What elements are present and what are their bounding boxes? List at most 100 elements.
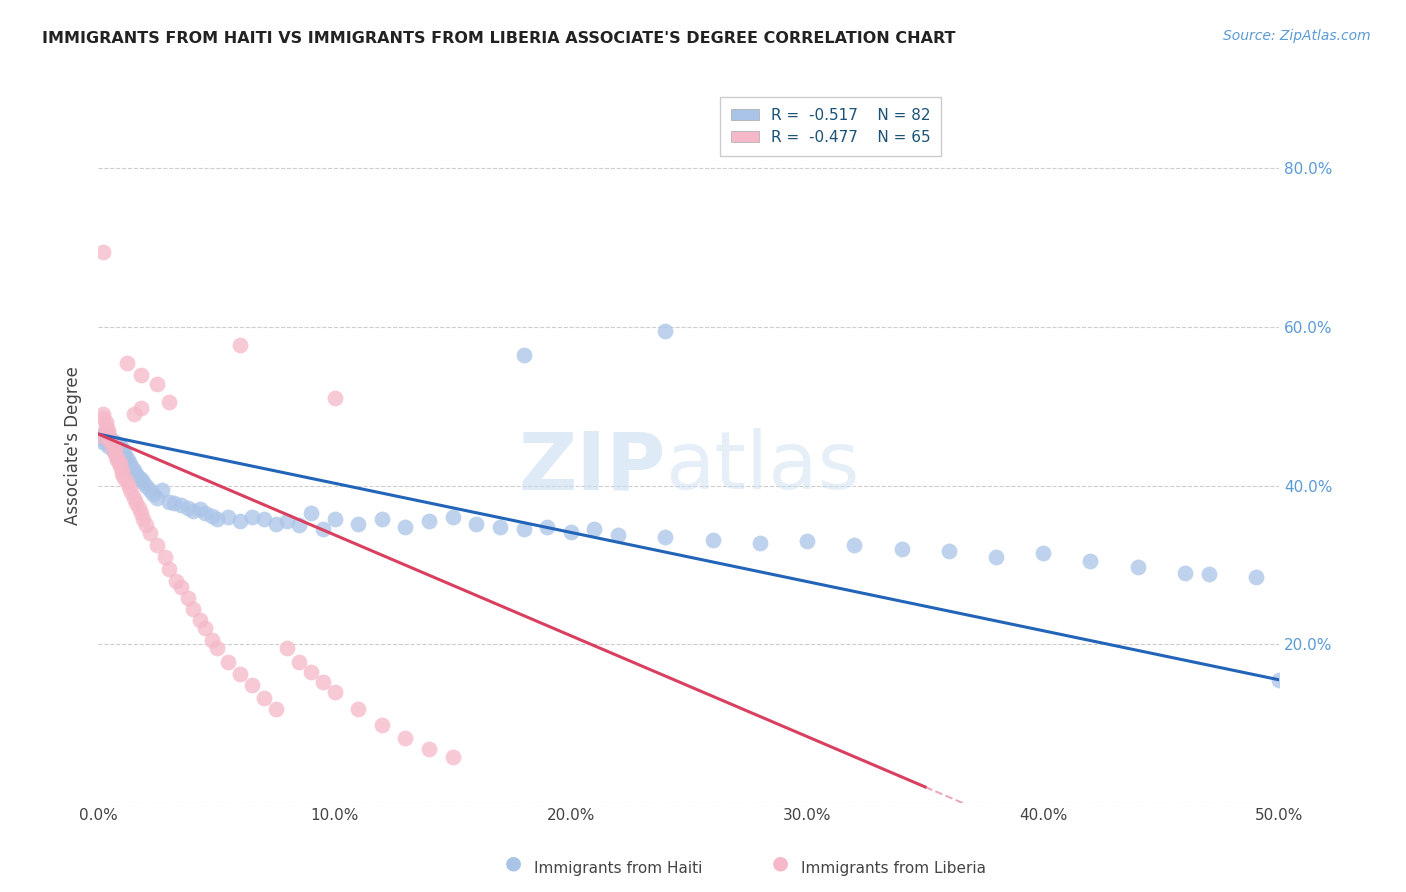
Point [163,496,186,510]
Point [150,483,173,497]
Point [94,429,117,443]
Point [323,512,346,526]
Point [104,441,127,455]
Point [108,457,131,471]
Point [240,510,263,524]
Point [181,504,204,518]
Point [1268,673,1291,687]
Point [217,510,239,524]
Point [188,502,211,516]
Point [205,641,228,656]
Point [748,535,770,549]
Point [139,483,162,497]
Point [112,471,135,485]
Point [128,471,150,485]
Point [276,641,298,656]
Text: IMMIGRANTS FROM HAITI VS IMMIGRANTS FROM LIBERIA ASSOCIATE'S DEGREE CORRELATION : IMMIGRANTS FROM HAITI VS IMMIGRANTS FROM… [42,31,956,46]
Point [938,543,960,558]
Point [91,435,114,450]
Point [139,526,162,541]
Point [98,435,121,450]
Point [654,324,676,338]
Point [146,491,169,505]
Point [135,518,157,533]
Point [796,534,818,549]
Point [560,524,582,539]
Point [112,449,135,463]
Point [288,518,311,533]
Point [264,702,287,716]
Point [229,514,252,528]
Point [105,439,128,453]
Point [170,499,193,513]
Point [583,522,606,536]
Point [441,510,464,524]
Point [122,407,145,421]
Point [1080,554,1102,568]
Point [347,516,370,531]
Point [94,419,117,434]
Point [188,614,211,628]
Point [97,423,120,437]
Point [157,395,180,409]
Point [91,244,114,259]
Point [90,429,112,443]
Point [1198,567,1220,582]
Point [205,512,228,526]
Point [844,538,866,552]
Text: Immigrants from Haiti: Immigrants from Haiti [534,861,703,876]
Point [312,675,335,690]
Point [132,512,155,526]
Point [288,655,311,669]
Point [323,392,346,406]
Point [101,437,124,451]
Text: ●: ● [772,854,789,872]
Point [157,494,180,508]
Point [253,691,276,706]
Point [323,685,346,699]
Point [111,447,134,461]
Point [128,500,150,515]
Point [129,472,152,486]
Point [146,538,169,552]
Point [129,368,152,382]
Point [441,749,464,764]
Point [98,431,121,445]
Point [111,467,134,481]
Point [105,450,128,465]
Point [132,475,155,489]
Point [229,667,252,681]
Text: ●: ● [505,854,522,872]
Point [181,601,204,615]
Point [108,442,131,457]
Legend: R =  -0.517    N = 82, R =  -0.477    N = 65: R = -0.517 N = 82, R = -0.477 N = 65 [720,97,941,156]
Point [125,496,148,510]
Point [512,522,534,536]
Point [101,437,124,451]
Point [201,633,224,648]
Point [91,427,114,442]
Point [115,356,138,370]
Text: Immigrants from Liberia: Immigrants from Liberia [801,861,987,876]
Point [129,401,152,415]
Point [122,463,145,477]
Point [97,427,120,442]
Point [984,549,1007,564]
Point [98,435,121,450]
Point [890,542,912,557]
Point [512,348,534,362]
Point [111,463,134,477]
Point [312,522,335,536]
Point [104,442,127,457]
Point [394,731,416,745]
Point [91,411,114,425]
Point [276,514,298,528]
Point [105,445,128,459]
Point [177,591,200,606]
Point [104,435,127,450]
Point [264,516,287,531]
Point [299,665,322,679]
Point [98,431,121,445]
Point [135,478,157,492]
Point [165,574,187,588]
